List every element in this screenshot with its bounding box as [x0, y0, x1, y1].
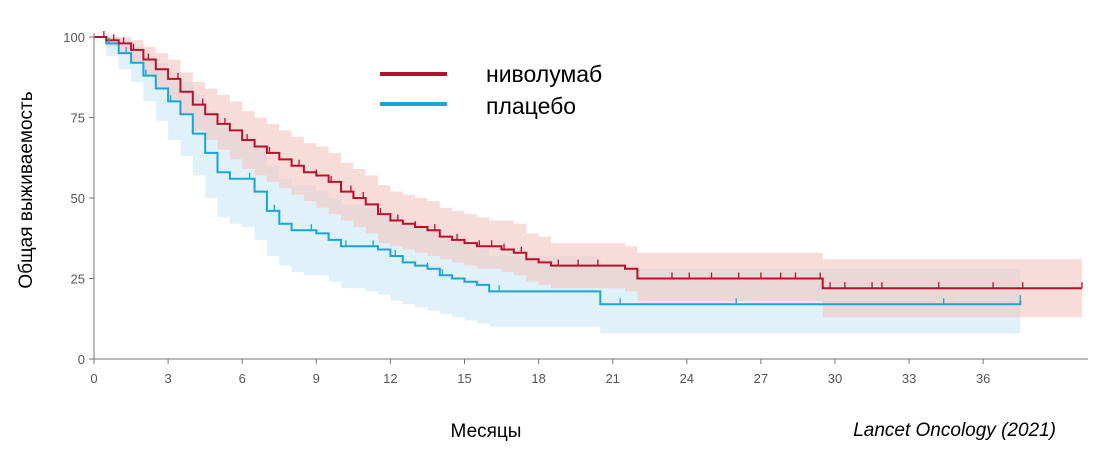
x-tick-label-1: 3: [164, 371, 171, 386]
y-tick-label-0: 0: [78, 352, 85, 367]
y-axis-title: Общая выживаемость: [16, 91, 37, 288]
survival-curves: [94, 36, 1082, 306]
x-tick-label-2: 6: [239, 371, 246, 386]
x-tick-label-3: 9: [313, 371, 320, 386]
x-tick-label-7: 21: [605, 371, 619, 386]
x-tick-label-12: 36: [976, 371, 990, 386]
x-tick-label-10: 30: [828, 371, 842, 386]
x-axis-title: Месяцы: [451, 421, 522, 442]
curve-series-0: [94, 36, 1082, 290]
legend-label-nivolumab: ниволумаб: [486, 61, 602, 87]
x-tick-label-8: 24: [680, 371, 694, 386]
curve-series-1: [94, 36, 1022, 306]
y-tick-label-4: 100: [63, 30, 85, 45]
legend-label-placebo: плацебо: [486, 93, 576, 119]
y-tick-label-2: 50: [71, 191, 85, 206]
y-tick-label-1: 25: [71, 272, 85, 287]
x-tick-label-5: 15: [457, 371, 471, 386]
y-tick-label-3: 75: [71, 111, 85, 126]
x-tick-label-11: 33: [902, 371, 916, 386]
censor-marks: [103, 31, 1083, 305]
x-tick-label-6: 18: [531, 371, 545, 386]
legend: ниволумаб плацебо: [380, 61, 602, 119]
ci-band-series-1: [94, 37, 1021, 334]
axes: [89, 33, 1088, 364]
x-tick-label-4: 12: [383, 371, 397, 386]
x-tick-label-9: 27: [754, 371, 768, 386]
x-tick-label-0: 0: [90, 371, 97, 386]
source-citation: Lancet Oncology (2021): [853, 420, 1056, 441]
